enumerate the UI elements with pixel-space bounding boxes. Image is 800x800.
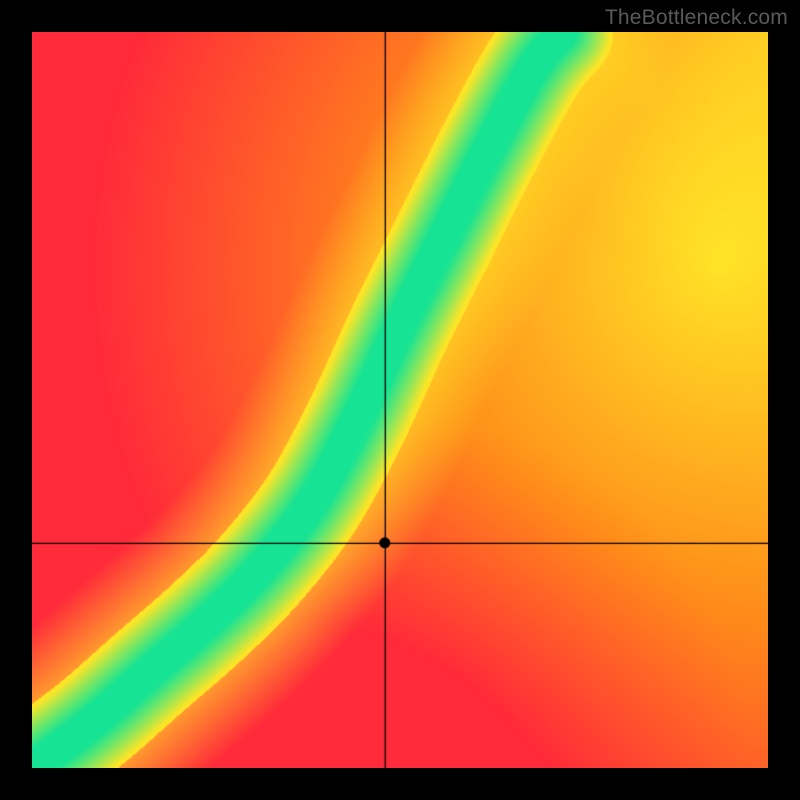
heatmap-canvas <box>32 32 768 768</box>
chart-container: TheBottleneck.com <box>0 0 800 800</box>
watermark-text: TheBottleneck.com <box>605 6 788 30</box>
